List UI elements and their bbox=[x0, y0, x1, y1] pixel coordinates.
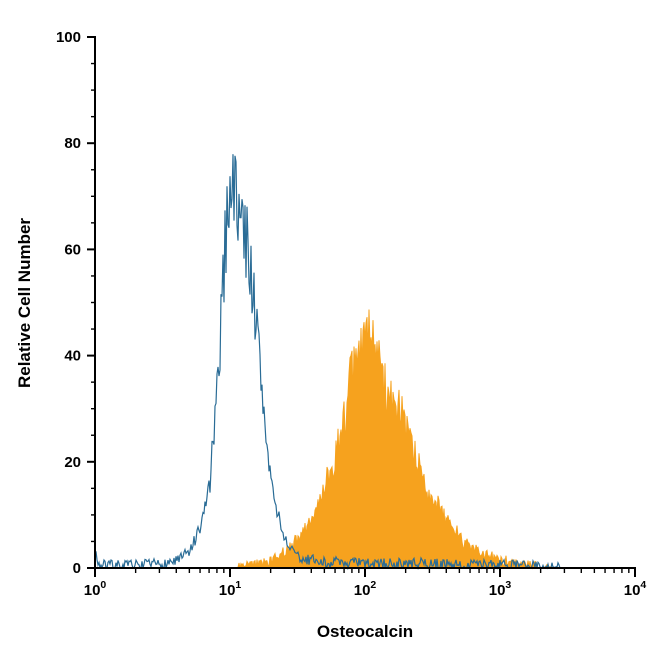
y-tick-label: 60 bbox=[64, 241, 81, 258]
y-tick-label: 20 bbox=[64, 454, 81, 471]
x-tick-label: 100 bbox=[84, 579, 107, 599]
x-tick-label: 104 bbox=[624, 579, 647, 599]
x-axis-title: Osteocalcin bbox=[316, 622, 414, 641]
y-tick-label: 0 bbox=[73, 560, 81, 577]
y-axis-title: Relative Cell Number bbox=[15, 217, 34, 389]
x-tick-label: 103 bbox=[489, 579, 512, 599]
y-tick-label: 40 bbox=[64, 348, 81, 365]
y-tick-label: 80 bbox=[64, 135, 81, 152]
x-tick-label: 101 bbox=[219, 579, 242, 599]
x-tick-label: 102 bbox=[354, 579, 377, 599]
y-tick-label: 100 bbox=[56, 29, 81, 46]
filled-orange-histogram bbox=[95, 309, 635, 570]
